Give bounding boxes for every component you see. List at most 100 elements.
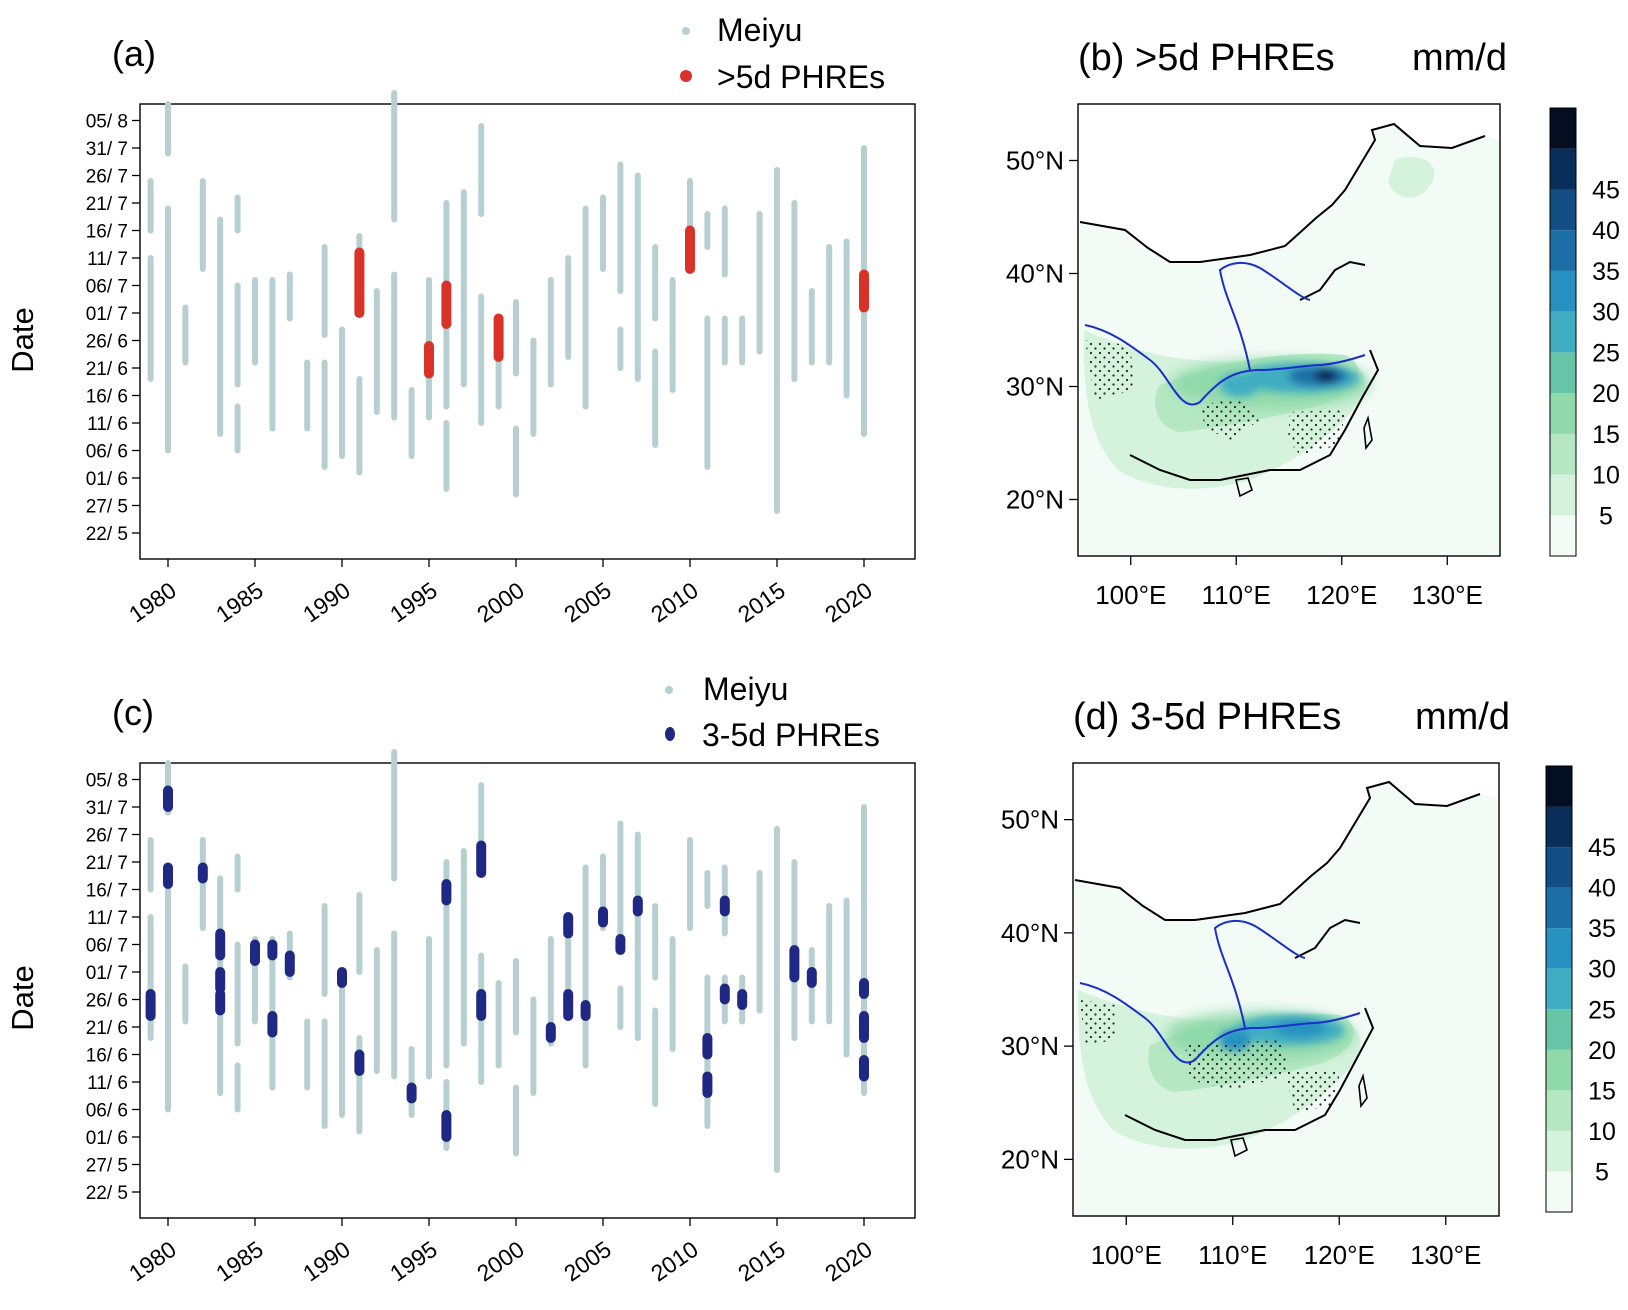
x-tick-label: 2020: [820, 577, 877, 628]
colorbar-label: 25: [1592, 339, 1620, 367]
lon-label: 110°E: [1202, 580, 1271, 610]
map-b-contour-45: [1315, 369, 1337, 383]
colorbar-label: 35: [1588, 915, 1616, 943]
y-tick-label: 06/ 6: [86, 1101, 128, 1122]
map-d-stipple-1: [1185, 1040, 1290, 1090]
map-b-coastline: [1079, 122, 1486, 481]
y-tick-label: 26/ 6: [86, 332, 128, 353]
y-tick-label: 31/ 7: [86, 798, 128, 819]
map-b-title: (b) >5d PHREs: [1078, 37, 1335, 79]
plot-c-ylabel: Date: [5, 965, 40, 1030]
colorbar-swatch: [1550, 108, 1576, 149]
legend-c-meiyu-marker: [665, 686, 673, 694]
y-tick-label: 01/ 6: [86, 469, 128, 490]
colorbar-swatch: [1550, 393, 1576, 434]
y-tick-label: 01/ 7: [86, 304, 128, 325]
y-tick-label: 16/ 6: [86, 1046, 128, 1067]
lon-label: 120°E: [1306, 580, 1377, 610]
map-b-ne-contour: [1388, 156, 1435, 198]
map-b-land-fill: [1080, 124, 1500, 556]
colorbar-swatch: [1550, 148, 1576, 190]
map-d-contour-30: [1274, 1019, 1326, 1037]
lat-label: 20°N: [1001, 1144, 1059, 1174]
y-tick-label: 16/ 7: [86, 222, 128, 243]
colorbar-swatch: [1550, 230, 1576, 271]
colorbar-d: 45 40 35 30 25 20 15 10 5: [1545, 765, 1616, 1213]
x-tick-label: 2005: [559, 577, 616, 628]
lat-label: 30°N: [1006, 372, 1064, 402]
colorbar-label: 5: [1595, 1158, 1609, 1186]
legend-c-phre-label: 3-5d PHREs: [702, 717, 880, 753]
y-tick-label: 06/ 7: [86, 277, 128, 298]
colorbar-swatch: [1546, 1130, 1572, 1172]
legend-a-phre-label: >5d PHREs: [717, 59, 885, 95]
colorbar-swatch: [1550, 474, 1576, 516]
map-b-hainan: [1235, 477, 1253, 498]
x-tick-label: 1985: [211, 1236, 268, 1287]
lat-label: 20°N: [1006, 485, 1064, 515]
plot-c-y-axis: 05/ 8 31/ 7 26/ 7 21/ 7 16/ 7 11/ 7 06/ 7 01/ 7…: [86, 771, 140, 1204]
colorbar-swatch: [1546, 1171, 1572, 1212]
lon-label: 130°E: [1412, 580, 1483, 610]
map-b-unit: mm/d: [1412, 37, 1507, 79]
colorbar-swatch: [1546, 968, 1572, 1010]
map-b-lat-axis: 50°N 40°N 30°N 20°N: [1006, 146, 1078, 515]
colorbar-swatch: [1550, 189, 1576, 231]
y-tick-label: 05/ 8: [86, 771, 128, 792]
y-tick-label: 27/ 5: [86, 1156, 128, 1177]
x-tick-label: 1995: [385, 577, 442, 628]
y-tick-label: 16/ 7: [86, 881, 128, 902]
x-tick-label: 1980: [124, 1236, 181, 1287]
lat-label: 50°N: [1001, 805, 1059, 835]
panel-c: (c) Meiyu 3-5d PHREs Date 05/ 8 31/ 7 26/ …: [5, 671, 916, 1286]
y-tick-label: 11/ 6: [87, 414, 128, 435]
y-tick-label: 22/ 5: [86, 1183, 128, 1204]
colorbar-swatch: [1546, 1090, 1572, 1131]
plot-c-frame: [139, 762, 916, 1219]
colorbar-swatch: [1546, 847, 1572, 888]
colorbar-label: 25: [1588, 996, 1616, 1024]
lon-label: 100°E: [1095, 580, 1166, 610]
legend-c-meiyu-label: Meiyu: [703, 671, 788, 707]
y-tick-label: 22/ 5: [86, 524, 128, 545]
colorbar-label: 20: [1588, 1037, 1616, 1065]
legend-a-meiyu-marker: [682, 27, 690, 35]
map-d-unit: mm/d: [1415, 696, 1510, 738]
map-d-hainan: [1230, 1137, 1248, 1158]
colorbar-label: 15: [1592, 421, 1620, 449]
x-tick-label: 2010: [646, 1236, 703, 1287]
colorbar-frame: [1549, 107, 1577, 557]
x-tick-label: 1990: [298, 577, 355, 628]
colorbar-label: 20: [1592, 380, 1620, 408]
lat-label: 40°N: [1006, 259, 1064, 289]
map-b-stipple-3: [1085, 340, 1135, 400]
colorbar-swatch: [1550, 515, 1576, 556]
lon-label: 130°E: [1410, 1240, 1481, 1270]
y-tick-label: 16/ 6: [86, 387, 128, 408]
y-tick-label: 11/ 7: [87, 249, 128, 270]
lat-label: 30°N: [1001, 1031, 1059, 1061]
lon-label: 110°E: [1198, 1240, 1267, 1270]
map-d-lat-axis: 50°N 40°N 30°N 20°N: [1001, 805, 1073, 1174]
colorbar-label: 5: [1599, 502, 1613, 530]
y-tick-label: 01/ 6: [86, 1128, 128, 1149]
plot-c-x-axis: 1980 1985 1990 1995 2000 2005 2010 2015 2020: [124, 1218, 877, 1286]
panel-b: (b) >5d PHREs mm/d 50°N 40°N: [1006, 37, 1620, 610]
colorbar-label: 40: [1592, 217, 1620, 245]
y-tick-label: 26/ 7: [86, 167, 128, 188]
plot-a-x-axis: 1980 1985 1990 1995 2000 2005 2010 2015 2020: [124, 559, 877, 627]
map-b-taiwan: [1363, 415, 1373, 451]
colorbar-swatch: [1546, 766, 1572, 807]
y-tick-label: 05/ 8: [86, 112, 128, 133]
x-tick-label: 2005: [559, 1236, 616, 1287]
x-tick-label: 1985: [211, 577, 268, 628]
colorbar-swatch: [1546, 887, 1572, 929]
colorbar-swatch: [1546, 1049, 1572, 1091]
panel-a-label: (a): [112, 33, 156, 74]
panel-c-label: (c): [112, 692, 154, 733]
x-tick-label: 2015: [733, 1236, 790, 1287]
y-tick-label: 26/ 7: [86, 826, 128, 847]
map-b-lon-axis: 100°E 110°E 120°E 130°E: [1095, 556, 1483, 610]
colorbar-swatch: [1546, 1009, 1572, 1050]
